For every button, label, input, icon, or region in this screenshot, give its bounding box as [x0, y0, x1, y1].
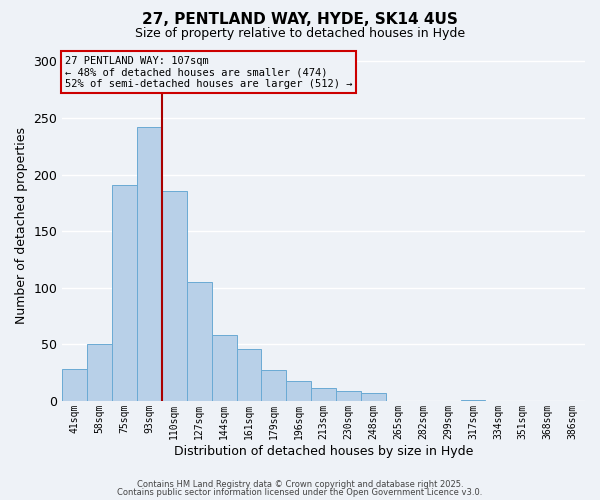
X-axis label: Distribution of detached houses by size in Hyde: Distribution of detached houses by size … [174, 444, 473, 458]
Bar [162, 192, 187, 401]
Bar [187, 282, 212, 401]
Text: Contains public sector information licensed under the Open Government Licence v3: Contains public sector information licen… [118, 488, 482, 497]
Text: 27 PENTLAND WAY: 107sqm
← 48% of detached houses are smaller (474)
52% of semi-d: 27 PENTLAND WAY: 107sqm ← 48% of detache… [65, 56, 352, 89]
Text: Size of property relative to detached houses in Hyde: Size of property relative to detached ho… [135, 28, 465, 40]
Y-axis label: Number of detached properties: Number of detached properties [15, 127, 28, 324]
Bar [236, 349, 262, 401]
Bar [62, 369, 87, 401]
Bar [286, 380, 311, 401]
Bar [336, 390, 361, 401]
Bar [311, 388, 336, 401]
Bar [212, 336, 236, 401]
Bar [461, 400, 485, 401]
Bar [87, 344, 112, 401]
Bar [112, 184, 137, 401]
Text: 27, PENTLAND WAY, HYDE, SK14 4US: 27, PENTLAND WAY, HYDE, SK14 4US [142, 12, 458, 28]
Bar [262, 370, 286, 401]
Text: Contains HM Land Registry data © Crown copyright and database right 2025.: Contains HM Land Registry data © Crown c… [137, 480, 463, 489]
Bar [137, 127, 162, 401]
Bar [361, 393, 386, 401]
